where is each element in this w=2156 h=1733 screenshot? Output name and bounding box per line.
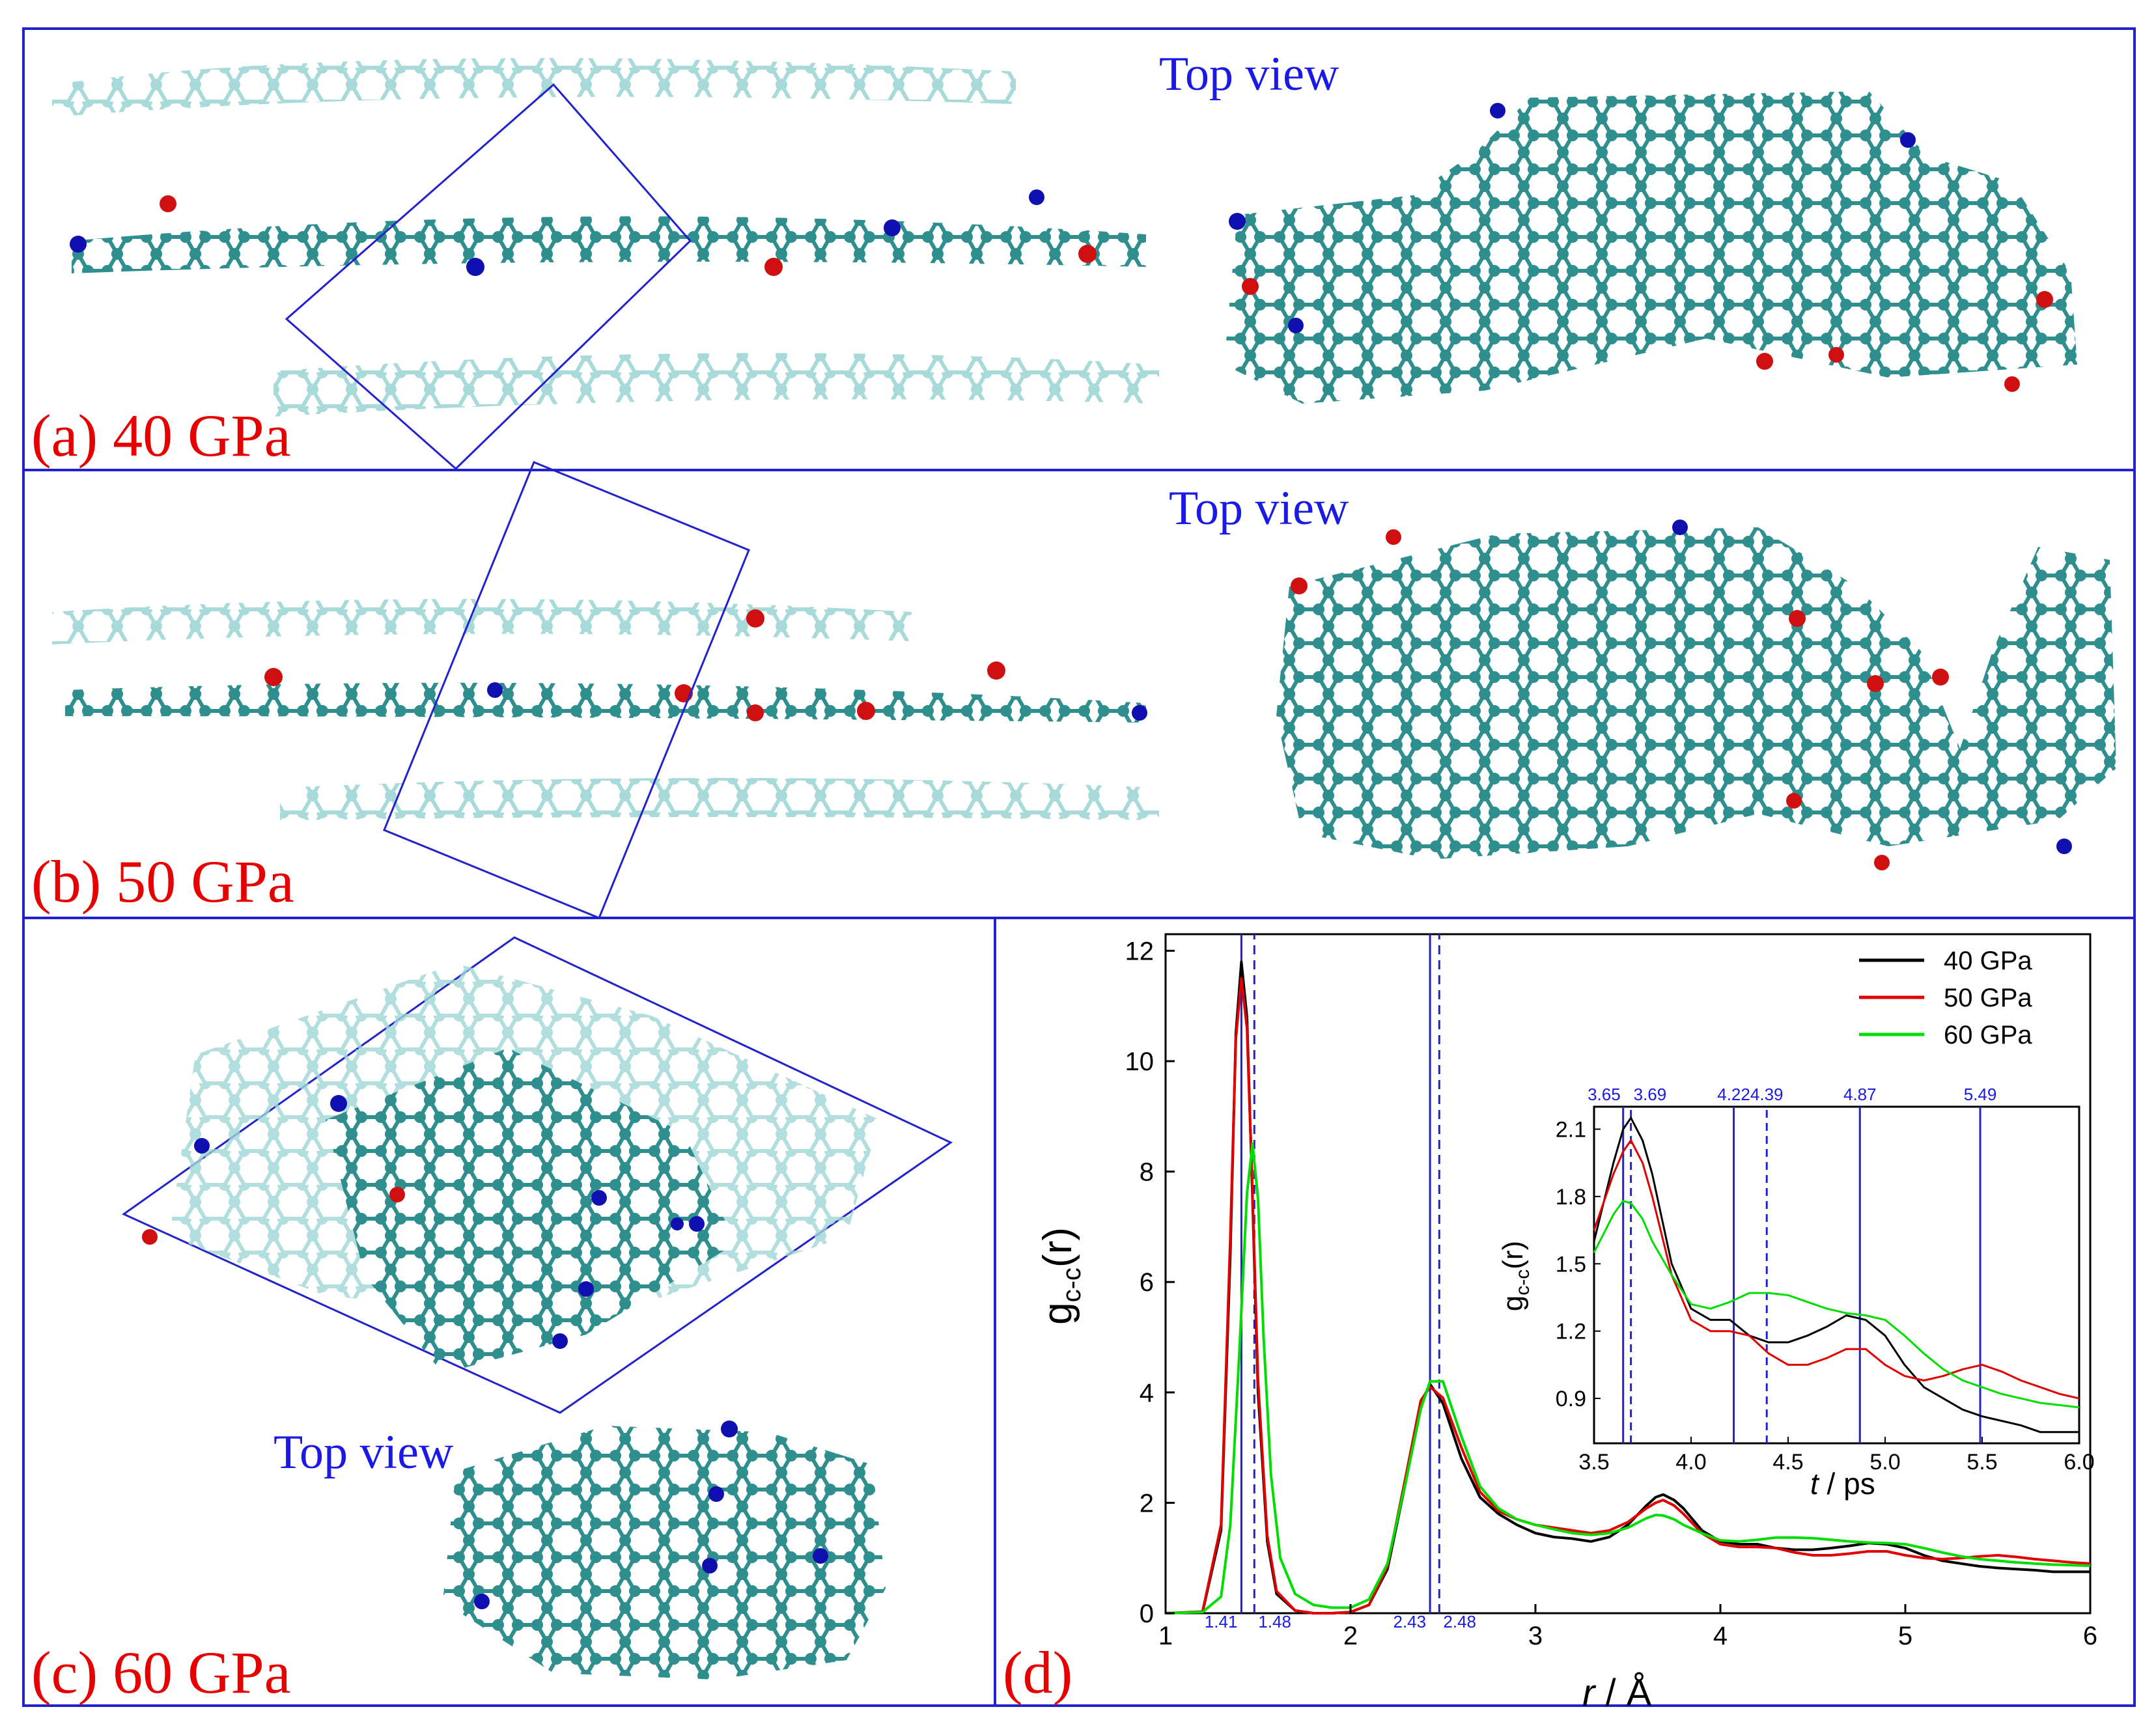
main-y-axis-title: gc-c(r) [1035,1227,1086,1325]
main-reference-label: 2.43 [1393,1612,1427,1631]
inset-y-ticks: 0.9 1.2 1.5 1.8 2.1 [1556,1117,1601,1411]
main-x-axis-title: r / Å [1582,1672,1652,1714]
inset-reference-lines: 3.65 3.69 4.22 4.39 4.87 5.49 [1588,1085,1996,1443]
main-y-axis-sub: c-c [1057,1268,1086,1302]
main-reference-lines: 1.41 1.48 2.43 2.48 [1205,934,1476,1631]
main-x-axis-unit: / Å [1595,1672,1651,1714]
inset-y-tick-label: 1.5 [1556,1252,1586,1277]
main-x-tick-label: 1 [1158,1622,1173,1650]
series-line-60-gpa [1165,1143,2091,1615]
main-y-axis-main: g [1035,1302,1080,1324]
main-plot-area [1164,933,2092,1615]
main-reference-label: 1.48 [1258,1612,1291,1631]
side-view-molecule-a [52,58,1159,417]
inset-y-axis-main: g [1497,1296,1529,1311]
inset-x-tick-label: 3.5 [1578,1450,1609,1475]
main-reference-label: 2.48 [1443,1612,1476,1631]
panel-b: Top view (b) 50 GPa [31,461,2116,919]
series-line-50-gpa [1165,977,2091,1615]
inset-reference-label: 4.22 [1717,1085,1750,1104]
unit-cell-a [285,83,692,471]
panel-c-label: (c) 60 GPa [31,1639,291,1706]
main-x-tick-label: 5 [1898,1622,1912,1650]
legend-label-60: 60 GPa [1944,1021,2032,1049]
main-y-tick-label: 10 [1125,1047,1155,1076]
inset-x-tick-label: 4.0 [1675,1450,1706,1475]
main-y-tick-label: 8 [1140,1158,1154,1187]
main-x-axis-var: r [1582,1672,1597,1714]
inset-x-tick-label: 6.0 [2064,1450,2094,1475]
legend-item-60: 60 GPa [1859,1021,2032,1049]
top-view-molecule-b [1276,520,2116,870]
inset-series-line-40-gpa [1593,1116,2079,1434]
top-view-label-b: Top view [1169,482,1349,535]
main-series [1165,960,2091,1615]
main-y-tick-label: 0 [1140,1600,1154,1628]
main-x-tick-label: 4 [1713,1622,1728,1650]
main-x-tick-label: 3 [1528,1622,1543,1650]
panel-c: Top view (c) 60 GPa [31,936,953,1706]
main-x-ticks: 1 2 3 4 5 6 [1158,1604,2097,1650]
legend-item-50: 50 GPa [1859,984,2032,1012]
inset-y-axis-tail: (r) [1497,1241,1529,1269]
inset-x-tick-label: 5.0 [1869,1450,1900,1475]
inset-y-tick-label: 1.8 [1556,1185,1586,1210]
inset-x-axis-title: t / ps [1810,1467,1875,1501]
inset-y-tick-label: 2.1 [1556,1117,1586,1142]
main-reference-label: 1.41 [1205,1612,1238,1631]
legend-item-40: 40 GPa [1859,947,2032,975]
inset-series-line-60-gpa [1593,1200,2080,1409]
top-view-label-c: Top view [273,1426,454,1479]
main-y-axis-tail: (r) [1035,1227,1080,1268]
top-view-molecule-c [443,1421,886,1680]
inset-x-axis-unit: / ps [1819,1467,1875,1501]
panel-a: Top view (a) 40 GPa [31,48,2077,471]
inset-reference-label: 3.69 [1634,1085,1667,1104]
top-view-label-a: Top view [1159,48,1339,101]
inset-x-tick-label: 4.5 [1772,1450,1803,1475]
top-view-molecule-a [1224,91,2077,404]
main-y-tick-label: 4 [1140,1379,1154,1407]
main-y-tick-label: 6 [1140,1268,1154,1297]
inset-y-tick-label: 0.9 [1556,1387,1586,1411]
inset-reference-label: 4.39 [1750,1085,1784,1104]
inset-x-tick-label: 5.5 [1967,1450,1997,1475]
inset-series [1593,1116,2080,1434]
inset-y-tick-label: 1.2 [1556,1320,1586,1344]
figure-frame [22,27,2136,1707]
inset-x-ticks: 3.5 4.0 4.5 5.0 5.5 6.0 [1578,1437,2095,1475]
inset-reference-label: 3.65 [1588,1085,1621,1104]
inset-y-axis-sub: c-c [1512,1269,1533,1296]
inset-chart: 3.65 3.69 4.22 4.39 4.87 5.49 3.5 4.0 4.5 5.0 5.5… [1497,1085,2095,1501]
panel-a-label: (a) 40 GPa [31,402,291,469]
legend-label-50: 50 GPa [1944,984,2032,1012]
inset-x-axis-var: t [1810,1467,1820,1501]
panel-b-label: (b) 50 GPa [31,848,294,915]
legend: 40 GPa 50 GPa 60 GPa [1859,947,2032,1049]
inset-reference-label: 4.87 [1843,1085,1877,1104]
main-y-ticks: 0 2 4 6 8 10 12 [1125,937,1175,1628]
structure-view-c [142,964,879,1374]
main-x-tick-label: 6 [2083,1622,2097,1650]
unit-cell-b [383,461,750,919]
main-y-tick-label: 2 [1140,1489,1154,1518]
inset-y-axis-title: gc-c(r) [1497,1241,1533,1311]
inset-series-line-50-gpa [1593,1139,2080,1400]
panel-d-label: (d) [1003,1639,1072,1706]
side-view-molecule-b [52,599,1159,820]
legend-label-40: 40 GPa [1944,947,2032,975]
main-x-tick-label: 2 [1343,1622,1358,1650]
inset-plot-area [1593,1105,2080,1445]
main-y-tick-label: 12 [1125,937,1155,965]
inset-reference-label: 5.49 [1964,1085,1997,1104]
